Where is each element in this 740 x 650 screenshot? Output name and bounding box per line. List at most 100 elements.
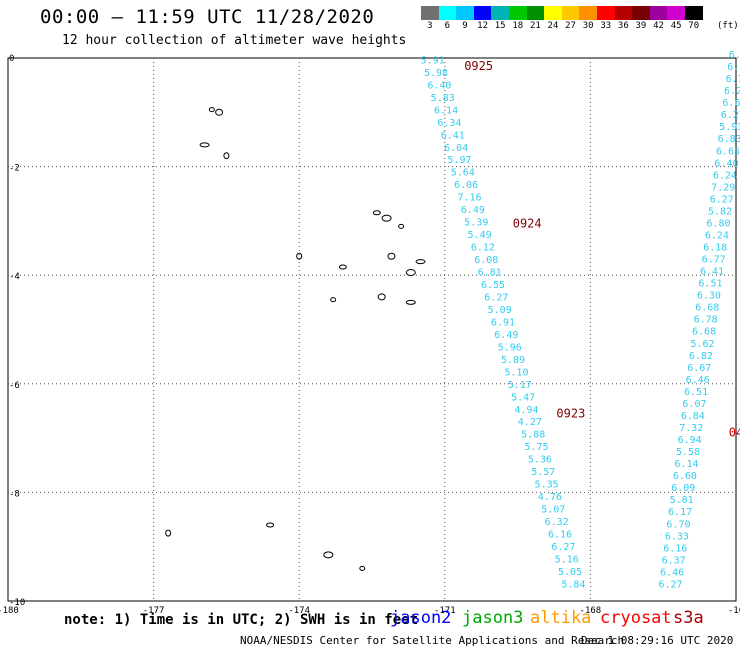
y-tick-label: -2 [9, 164, 20, 174]
y-tick-label: -10 [9, 598, 25, 608]
color-swatch [456, 6, 474, 20]
color-swatch [544, 6, 562, 20]
wave-height-label: 5.98 [424, 68, 448, 79]
y-tick-label: -8 [9, 489, 20, 499]
map-frame [7, 57, 737, 602]
wave-height-label: 6.51 [684, 387, 708, 398]
color-swatch [614, 6, 633, 20]
wave-height-label: 6.28 [724, 86, 740, 97]
wave-height-label: 6.30 [697, 291, 721, 302]
wave-height-label: 6.37 [727, 62, 740, 73]
credit-text: NOAA/NESDIS Center for Satellite Applica… [240, 634, 625, 647]
map-title: 00:00 – 11:59 UTC 11/28/2020 [40, 6, 375, 28]
legend-s3a: s3a [673, 608, 704, 628]
wave-height-label: 5.58 [676, 447, 700, 458]
island-outline [415, 259, 426, 265]
color-scale-label: 18 [512, 21, 524, 31]
wave-height-label: 6.68 [692, 327, 716, 338]
wave-height-label: 5.83 [431, 93, 455, 104]
wave-height-label: 5.64 [451, 168, 475, 179]
wave-height-label: 5.88 [521, 430, 545, 441]
color-scale-label: 42 [653, 21, 664, 31]
wave-height-label: 6.06 [454, 180, 478, 191]
island-outline [296, 252, 303, 260]
generated-timestamp: Dec 1 08:29:16 UTC 2020 [581, 634, 734, 647]
wave-height-label: 7.32 [679, 423, 703, 434]
legend-altika: altika [530, 608, 592, 628]
color-swatch [491, 6, 509, 20]
wave-height-label: 6.51 [698, 279, 722, 290]
color-scale-label: 24 [547, 21, 559, 31]
wave-height-label: 6.08 [474, 255, 498, 266]
wave-height-label: 6.17 [668, 507, 692, 518]
island-outline [223, 152, 230, 160]
color-scale-label: 36 [617, 21, 629, 31]
wave-height-label: 5.05 [558, 567, 582, 578]
color-swatch [561, 6, 580, 20]
x-tick-label: -174 [288, 606, 310, 616]
legend-jason2: jason2 [390, 608, 452, 628]
color-scale-label: 15 [494, 21, 506, 31]
wave-height-label: 6.60 [673, 471, 697, 482]
island-outline [266, 522, 275, 528]
legend-jason3: jason3 [462, 608, 524, 628]
wave-height-label: 5.84 [561, 579, 585, 590]
legend-cryosat: cryosat [600, 608, 672, 628]
color-swatch [649, 6, 668, 20]
island-outline [405, 299, 416, 305]
island-outline [381, 214, 392, 222]
wave-height-label: 6.70 [666, 519, 690, 530]
wave-height-label: 6.65 [716, 146, 740, 157]
wave-height-label: 7.16 [457, 193, 481, 204]
wave-height-label: 6.12 [471, 243, 495, 254]
color-scale-label: 30 [582, 21, 594, 31]
wave-height-label: 6.24 [705, 230, 729, 241]
wave-height-label: 4.27 [518, 417, 542, 428]
color-scale-label: 70 [688, 21, 700, 31]
color-swatch [438, 6, 457, 20]
y-tick-label: -4 [9, 272, 20, 282]
color-swatch [596, 6, 615, 20]
island-outline [377, 293, 386, 301]
island-outline [208, 107, 215, 113]
wave-height-label: 6.79 [729, 50, 740, 61]
color-swatch [421, 6, 439, 20]
y-tick-label: -6 [9, 381, 20, 391]
color-scale-label: 45 [670, 21, 682, 31]
wave-height-label: 5.97 [447, 155, 471, 166]
pass-time-label: 0923 [556, 407, 585, 421]
wave-height-label: 6.79 [726, 74, 740, 85]
wave-height-label: 5.17 [508, 380, 532, 391]
wave-height-label: 5.81 [670, 495, 694, 506]
wave-height-label: 6.68 [695, 303, 719, 314]
wave-height-label: 6.40 [714, 158, 738, 169]
wave-height-label: 6.55 [481, 280, 505, 291]
color-swatch [473, 6, 492, 20]
island-outline [338, 264, 347, 270]
island-outline [405, 268, 416, 276]
wave-height-label: 6.78 [694, 315, 718, 326]
wave-height-label: 5.36 [528, 455, 552, 466]
wave-height-label: 5.62 [690, 339, 714, 350]
color-scale-unit: (ft) [717, 21, 739, 31]
wave-height-label: 6.32 [545, 517, 569, 528]
wave-height-label: 6.67 [687, 363, 711, 374]
wave-height-label: 6.49 [494, 330, 518, 341]
color-swatch [632, 6, 650, 20]
color-scale-label: 39 [635, 21, 647, 31]
x-tick-label: -177 [143, 606, 165, 616]
wave-height-label: 5.49 [468, 230, 492, 241]
x-tick-label: -168 [580, 606, 602, 616]
island-outline [387, 252, 396, 260]
island-outline [398, 223, 405, 229]
island-outline [372, 210, 381, 216]
color-swatch [667, 6, 685, 20]
wave-height-label: 6.04 [444, 143, 468, 154]
x-tick-label: -171 [434, 606, 456, 616]
color-scale-label: 21 [529, 21, 541, 31]
wave-height-label: 6.24 [713, 170, 737, 181]
island-outline [330, 297, 337, 303]
wave-height-label: 6.49 [461, 205, 485, 216]
color-scale-bar [421, 6, 703, 20]
wave-height-label: 5.93 [719, 122, 740, 133]
